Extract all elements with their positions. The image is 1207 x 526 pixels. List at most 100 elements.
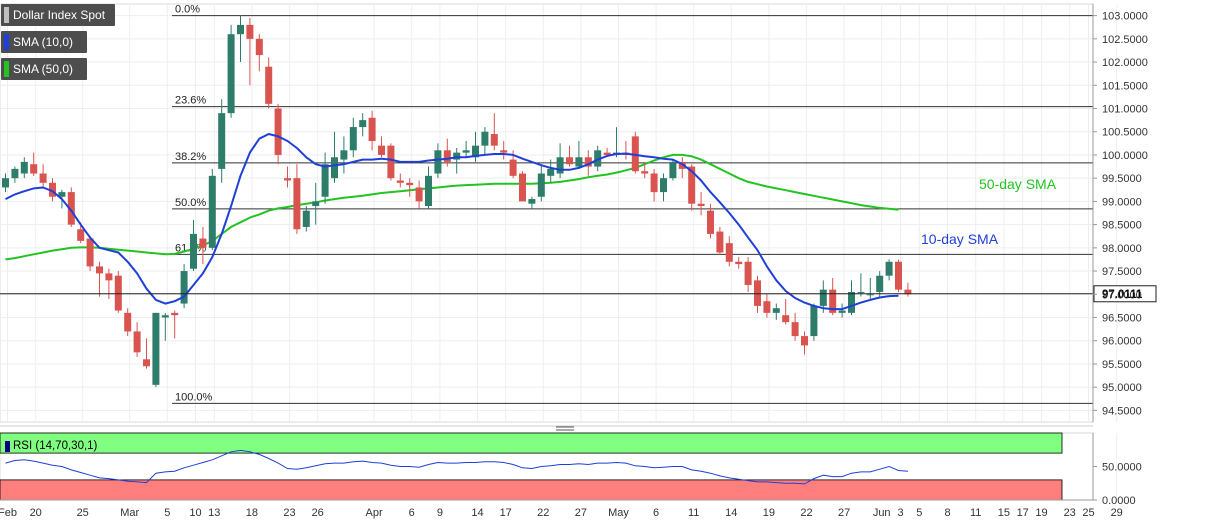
candle-up [2, 178, 9, 188]
pane-divider[interactable] [0, 425, 1093, 431]
x-tick-label: Feb [0, 507, 17, 519]
sma50-swatch [4, 61, 9, 77]
candle-down [782, 315, 790, 323]
x-tick-label: 6 [409, 507, 415, 519]
y-tick-label: 98.5000 [1102, 220, 1142, 232]
sma-50-line [5, 153, 899, 261]
candle-down [387, 145, 395, 179]
candle-down [801, 336, 808, 346]
candle-up [359, 120, 367, 128]
x-tick-label: 22 [800, 507, 812, 519]
candle-down [688, 166, 696, 204]
candle-up [312, 201, 320, 207]
sma10-swatch [4, 34, 9, 50]
current-price-line: 97.0111 [0, 285, 1157, 303]
rsi-pane [0, 432, 1094, 501]
sma-50-layer [5, 153, 899, 261]
y-tick-label: 99.5000 [1102, 173, 1142, 185]
x-tick-label: 25 [77, 507, 89, 519]
candle-down [406, 182, 414, 186]
candle-up [810, 305, 818, 337]
x-tick-label: 13 [208, 507, 220, 519]
candle-down [735, 261, 743, 265]
x-tick-label: 22 [537, 507, 549, 519]
x-tick-label: 14 [471, 507, 483, 519]
x-tick-label: 11 [970, 507, 981, 519]
sma-10-line [5, 133, 899, 311]
candle-up [58, 192, 66, 197]
candle-up [556, 157, 564, 174]
candle-down [246, 24, 254, 39]
candle-down [284, 178, 291, 181]
x-tick-label: 25 [1082, 507, 1094, 519]
x-tick-label: 6 [653, 507, 659, 519]
sma-annotations: 50-day SMA 10-day SMA [921, 176, 1057, 247]
x-tick-label: 9 [437, 507, 443, 519]
candle-up [340, 150, 348, 160]
rsi-swatch [5, 441, 10, 452]
x-tick-label: Jun [873, 507, 891, 519]
candle-down [30, 164, 38, 174]
candle-down [490, 134, 498, 146]
y-tick-label: 96.5000 [1102, 313, 1142, 325]
legend-sma10[interactable]: SMA (10,0) [1, 31, 87, 53]
y-tick-label: 99.0000 [1102, 196, 1142, 208]
x-tick-label: 29 [1111, 507, 1123, 519]
rsi-tick-label: 50.0000 [1102, 462, 1142, 474]
candle-down [754, 280, 761, 306]
x-tick-label: 26 [312, 507, 324, 519]
fib-level-label: 50.0% [175, 197, 206, 209]
fib-level-label: 23.6% [175, 95, 206, 107]
candle-down [631, 136, 639, 172]
candle-down [725, 243, 733, 262]
rsi-axis: 50.0000 0.0000 [1092, 433, 1142, 507]
fib-level-label: 0.0% [175, 4, 200, 16]
x-tick-label: Apr [366, 507, 383, 519]
instrument-swatch [4, 7, 9, 23]
x-tick-label: 11 [688, 507, 699, 519]
candle-up [321, 164, 329, 197]
candle-down [443, 150, 451, 162]
price-pane-bg [0, 3, 1094, 423]
candle-up [481, 131, 489, 146]
y-tick-label: 95.0000 [1102, 382, 1142, 394]
sma-10-layer [5, 133, 899, 311]
candle-up [669, 161, 677, 179]
candle-down [77, 229, 85, 241]
candle-up [208, 175, 216, 248]
candle-down [49, 182, 56, 197]
candle-down [114, 275, 122, 311]
candle-down [763, 301, 771, 313]
x-tick-label: 5 [916, 507, 922, 519]
candle-down [274, 108, 282, 155]
candle-down [566, 157, 573, 165]
candle-down [293, 178, 301, 230]
date-axis: Feb 20 25 Mar 5 10 13 18 23 26 Apr 6 9 14 17 22 27 May 6 11… [0, 499, 1123, 519]
fib-level-label: 100.0% [175, 391, 213, 403]
legend-sma50[interactable]: SMA (50,0) [1, 58, 87, 80]
x-tick-label: 14 [725, 507, 737, 519]
y-tick-label: 97.5000 [1102, 266, 1142, 278]
y-tick-label: 95.5000 [1102, 359, 1142, 371]
candle-down [199, 238, 207, 248]
x-tick-label: 15 [998, 507, 1010, 519]
candle-up [660, 178, 667, 193]
legend-sma50-label: SMA (50,0) [13, 62, 74, 76]
candle-down [396, 180, 404, 183]
candle-up [848, 291, 855, 313]
legend-rsi[interactable]: RSI (14,70,30,1) [3, 438, 97, 454]
x-tick-label: Mar [120, 507, 139, 519]
candle-up [20, 161, 28, 174]
candle-down [415, 187, 423, 202]
legend-instrument[interactable]: Dollar Index Spot [1, 4, 115, 26]
candle-down [904, 289, 912, 295]
x-tick-label: May [608, 507, 629, 519]
rsi-line [5, 449, 908, 485]
candle-up [537, 173, 545, 197]
x-tick-label: 27 [575, 507, 587, 519]
x-tick-label: 19 [1035, 507, 1047, 519]
candle-down [96, 266, 103, 274]
x-tick-label: 17 [500, 507, 512, 519]
y-tick-label: 98.0000 [1102, 243, 1142, 255]
